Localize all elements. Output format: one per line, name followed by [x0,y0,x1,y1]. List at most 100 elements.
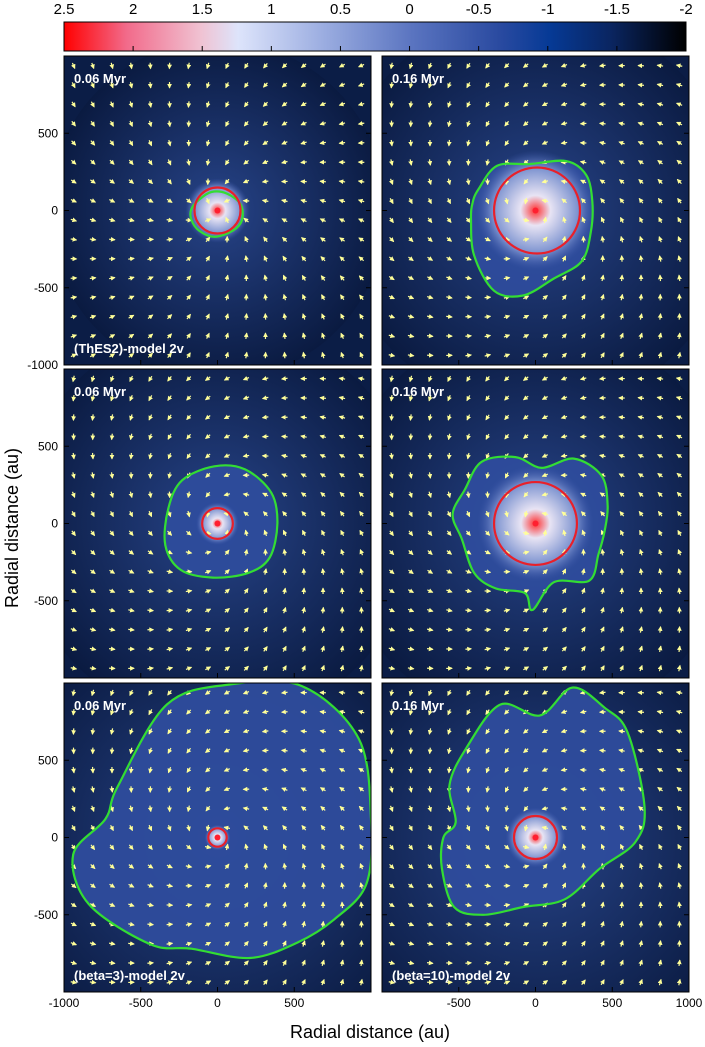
velocity-arrow [71,472,76,479]
velocity-arrow [204,376,211,381]
velocity-arrow [319,82,326,87]
velocity-arrow [319,473,326,478]
velocity-arrow [484,314,492,320]
velocity-arrow [428,62,433,70]
velocity-arrow [408,394,414,402]
velocity-arrow [89,665,97,671]
velocity-arrow [224,588,230,594]
velocity-arrow [408,728,414,735]
velocity-arrow [339,645,345,653]
velocity-arrow [542,627,549,633]
velocity-arrow [618,415,625,420]
velocity-arrow [358,237,365,243]
velocity-arrow [446,236,453,242]
velocity-arrow [465,607,473,613]
y-tick-label: 0 [51,517,58,531]
velocity-arrow [166,237,174,243]
x-tick-label: -1000 [49,996,80,1010]
velocity-arrow [658,255,663,262]
velocity-arrow [70,883,77,889]
velocity-arrow [185,588,193,594]
velocity-arrow [359,351,365,359]
velocity-arrow [109,314,116,320]
velocity-arrow [186,395,192,401]
velocity-arrows [70,689,365,986]
velocity-arrow [282,645,287,652]
velocity-arrow [637,160,644,165]
velocity-arrow [185,627,193,633]
velocity-arrow [560,101,568,107]
velocity-arrow [484,236,491,242]
velocity-arrow [580,607,586,614]
velocity-arrow [657,160,663,165]
velocity-arrow [90,728,96,735]
velocity-arrow [339,940,345,947]
velocity-arrow [522,530,530,536]
velocity-arrow [243,665,249,671]
velocity-arrow [70,295,78,300]
velocity-arrow [282,236,288,242]
velocity-arrow [637,141,644,146]
panels: 0.06 Myr (ThES2)-model 2v 0.16 Myr 0.06 Myr… [63,55,690,993]
velocity-arrow [465,921,473,927]
velocity-arrow [70,824,76,832]
velocity-arrow [70,510,76,518]
velocity-arrow [282,587,287,595]
velocity-arrow [319,63,326,68]
velocity-arrow [579,101,587,107]
velocity-arrow [600,606,605,614]
velocity-arrow [185,666,193,671]
velocity-arrow [465,353,473,358]
velocity-arrow [128,510,133,518]
velocity-arrow [485,375,491,382]
velocity-arrow [579,376,587,381]
velocity-arrow [388,294,395,300]
velocity-arrow [166,217,174,223]
velocity-arrow [484,646,492,652]
velocity-arrow [243,140,249,146]
velocity-arrow [300,159,307,165]
velocity-arrow [677,274,682,282]
velocity-arrow [541,472,549,478]
velocity-arrow [408,236,414,243]
velocity-arrow [638,664,643,672]
panel-model-label: (beta=3)-model 2v [74,968,186,983]
velocity-arrow [128,627,135,632]
velocity-arrow [484,353,492,358]
velocity-arrow [108,960,116,966]
velocity-arrow [261,178,269,184]
velocity-arrow [338,140,346,146]
velocity-arrow [523,276,530,281]
velocity-arrow [282,626,287,633]
velocity-arrow [446,607,453,613]
velocity-arrow [128,178,135,184]
velocity-arrow [204,569,212,575]
velocity-arrow [426,960,434,966]
velocity-arrow [262,587,268,595]
velocity-arrow [466,139,471,147]
velocity-arrow [600,216,606,224]
velocity-arrow [71,689,77,697]
velocity-arrow [243,607,249,614]
velocity-arrow [282,606,287,614]
velocity-arrow [638,197,644,204]
velocity-arrow [320,237,326,243]
velocity-arrow [561,587,567,594]
velocity-arrow [579,728,587,734]
velocity-arrow [89,334,97,339]
velocity-arrow [408,569,414,574]
velocity-arrow [388,333,396,339]
x-tick-label: 500 [602,996,622,1010]
velocity-arrow [465,666,473,671]
velocity-arrow [581,529,587,537]
velocity-arrow [619,664,624,672]
velocity-arrow [446,941,453,946]
velocity-arrow [676,434,683,440]
velocity-arrow [128,256,135,262]
velocity-arrow [388,197,394,205]
velocity-arrow [542,569,548,575]
velocity-arrow [407,314,415,319]
velocity-arrow [263,255,269,262]
disk-contour [451,455,609,612]
velocity-arrow [70,491,76,499]
